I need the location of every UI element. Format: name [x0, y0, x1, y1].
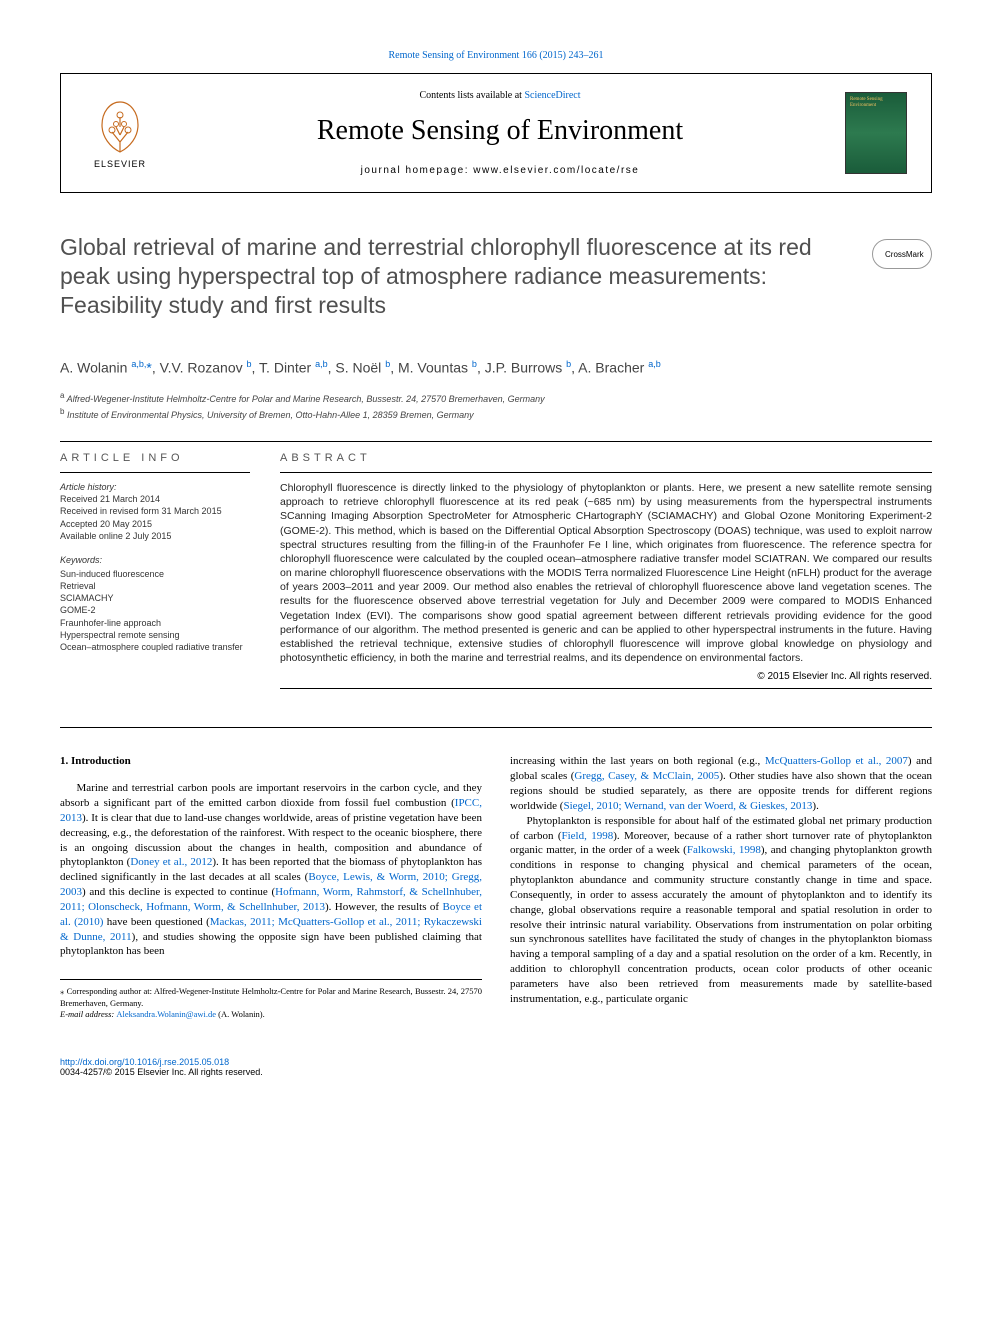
citation-link[interactable]: Doney et al., 2012	[130, 856, 212, 868]
email-line: E-mail address: Aleksandra.Wolanin@awi.d…	[60, 1009, 482, 1020]
affiliations: a Alfred-Wegener-Institute Helmholtz-Cen…	[60, 390, 932, 421]
article-title: Global retrieval of marine and terrestri…	[60, 233, 842, 319]
keyword: Retrieval	[60, 580, 250, 592]
page-footer: http://dx.doi.org/10.1016/j.rse.2015.05.…	[60, 1057, 932, 1077]
journal-header: ELSEVIER Contents lists available at Sci…	[60, 73, 932, 193]
history-label: Article history:	[60, 481, 250, 493]
received-date: Received 21 March 2014	[60, 493, 250, 505]
divider	[60, 472, 250, 473]
keywords-list: Sun-induced fluorescenceRetrievalSCIAMAC…	[60, 568, 250, 653]
email-link[interactable]: Aleksandra.Wolanin@awi.de	[116, 1009, 216, 1019]
body-column-right: increasing within the last years on both…	[510, 754, 932, 1020]
section-heading: 1. Introduction	[60, 754, 482, 769]
footnotes: ⁎ Corresponding author at: Alfred-Wegene…	[60, 979, 482, 1020]
keyword: GOME-2	[60, 604, 250, 616]
elsevier-label: ELSEVIER	[94, 159, 146, 169]
citation-link[interactable]: Siegel, 2010; Wernand, van der Woerd, & …	[563, 800, 812, 812]
article-info-label: ARTICLE INFO	[60, 452, 250, 464]
citation-link[interactable]: Falkowski, 1998	[687, 844, 761, 856]
citation-link[interactable]: Field, 1998	[562, 830, 614, 842]
affiliation-b: Institute of Environmental Physics, Univ…	[67, 410, 474, 420]
abstract-label: ABSTRACT	[280, 452, 932, 464]
sciencedirect-link[interactable]: ScienceDirect	[524, 90, 580, 101]
online-date: Available online 2 July 2015	[60, 530, 250, 542]
article-history: Article history: Received 21 March 2014 …	[60, 481, 250, 653]
contents-line: Contents lists available at ScienceDirec…	[155, 90, 845, 101]
keyword: SCIAMACHY	[60, 592, 250, 604]
body-paragraph: Marine and terrestrial carbon pools are …	[60, 781, 482, 959]
cover-label: Remote Sensing Environment	[850, 97, 906, 108]
revised-date: Received in revised form 31 March 2015	[60, 505, 250, 517]
keyword: Hyperspectral remote sensing	[60, 629, 250, 641]
keyword: Fraunhofer-line approach	[60, 617, 250, 629]
affiliation-a: Alfred-Wegener-Institute Helmholtz-Centr…	[67, 394, 545, 404]
divider	[60, 441, 932, 442]
elsevier-logo: ELSEVIER	[85, 93, 155, 173]
crossmark-badge[interactable]: CrossMark	[872, 239, 932, 269]
header-center: Contents lists available at ScienceDirec…	[155, 90, 845, 176]
accepted-date: Accepted 20 May 2015	[60, 518, 250, 530]
body-column-left: 1. Introduction Marine and terrestrial c…	[60, 754, 482, 1020]
crossmark-label: CrossMark	[885, 250, 924, 259]
divider	[280, 472, 932, 473]
corresponding-author: ⁎ Corresponding author at: Alfred-Wegene…	[60, 986, 482, 1009]
divider	[280, 688, 932, 689]
divider	[60, 727, 932, 728]
keywords-label: Keywords:	[60, 554, 250, 566]
abstract-text: Chlorophyll fluorescence is directly lin…	[280, 481, 932, 665]
body-paragraph: increasing within the last years on both…	[510, 754, 932, 813]
contents-text: Contents lists available at	[419, 90, 524, 101]
keyword: Sun-induced fluorescence	[60, 568, 250, 580]
running-header: Remote Sensing of Environment 166 (2015)…	[60, 50, 932, 61]
issn-line: 0034-4257/© 2015 Elsevier Inc. All right…	[60, 1067, 932, 1077]
keyword: Ocean–atmosphere coupled radiative trans…	[60, 641, 250, 653]
journal-homepage: journal homepage: www.elsevier.com/locat…	[155, 165, 845, 176]
authors-line: A. Wolanin a,b,*, V.V. Rozanov b, T. Din…	[60, 359, 932, 376]
body-text: 1. Introduction Marine and terrestrial c…	[60, 754, 932, 1020]
running-header-link[interactable]: Remote Sensing of Environment 166 (2015)…	[389, 50, 604, 61]
body-paragraph: Phytoplankton is responsible for about h…	[510, 814, 932, 1007]
doi-link[interactable]: http://dx.doi.org/10.1016/j.rse.2015.05.…	[60, 1057, 229, 1067]
cover-thumbnail: Remote Sensing Environment	[845, 92, 907, 174]
tree-icon	[90, 97, 150, 157]
citation-link[interactable]: McQuatters-Gollop et al., 2007	[765, 755, 908, 767]
citation-link[interactable]: Gregg, Casey, & McClain, 2005	[574, 770, 719, 782]
copyright-line: © 2015 Elsevier Inc. All rights reserved…	[280, 671, 932, 682]
journal-name: Remote Sensing of Environment	[155, 115, 845, 147]
